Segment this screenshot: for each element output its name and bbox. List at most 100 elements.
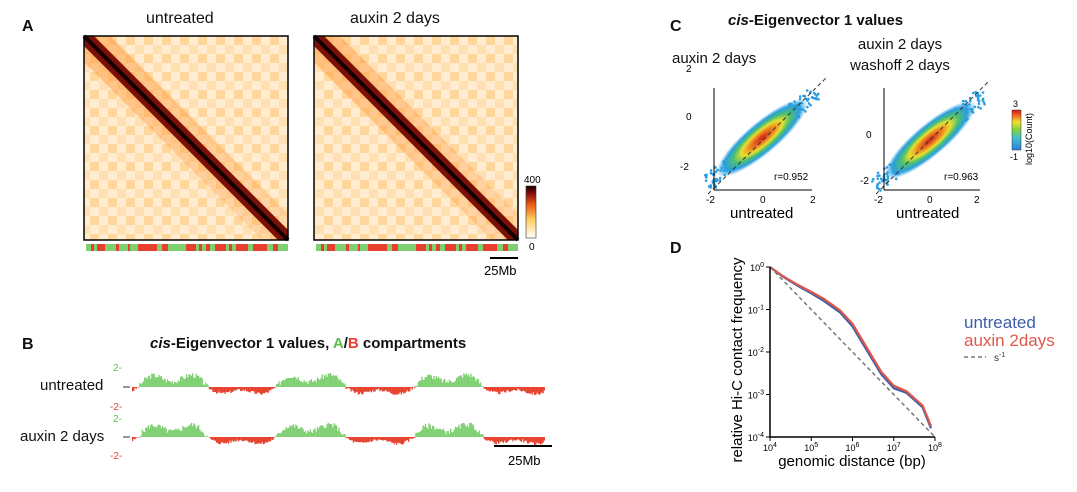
track-bar-b bbox=[496, 387, 499, 392]
track-bar-a bbox=[276, 384, 278, 387]
scatter-point bbox=[811, 96, 814, 100]
density-colorbar-label: log10(Count) bbox=[1024, 113, 1034, 165]
track-bar-a bbox=[198, 424, 200, 437]
track-bar-a bbox=[193, 423, 195, 437]
track-bar-b bbox=[228, 387, 230, 392]
compartment-segment bbox=[432, 244, 436, 251]
track-bar-a bbox=[328, 373, 331, 387]
track-bar-b bbox=[250, 437, 253, 443]
track-bar-a bbox=[459, 428, 461, 437]
track-bar-b bbox=[242, 437, 244, 442]
scatter-plot-2: 0 -2 -2 0 2 r=0.963 untreated bbox=[860, 79, 991, 222]
track-bar-b bbox=[517, 387, 519, 389]
track-bar-a bbox=[158, 374, 160, 387]
track-bar-a bbox=[430, 428, 433, 437]
track-bar-a bbox=[464, 424, 466, 437]
compartment-segment bbox=[356, 244, 358, 251]
track-bar-b bbox=[357, 437, 359, 443]
track-bar-a bbox=[154, 377, 157, 387]
track-bar-a bbox=[320, 377, 322, 387]
track-bar-b bbox=[507, 437, 509, 442]
track-bar-b bbox=[534, 387, 536, 395]
track-bar-a bbox=[199, 429, 201, 437]
track-bar-b bbox=[255, 387, 257, 394]
track-bar-a bbox=[160, 376, 163, 387]
track-bar-b bbox=[379, 387, 381, 392]
scatter1-ylabel: auxin 2 days bbox=[672, 50, 757, 67]
scatter2-ylabel: auxin 2 days washoff 2 days bbox=[850, 36, 950, 74]
track-bar-a bbox=[292, 377, 295, 387]
track-bar-b bbox=[382, 437, 385, 441]
scatter-point bbox=[977, 105, 980, 109]
track-bar-a bbox=[181, 376, 183, 387]
track-bar-a bbox=[337, 377, 339, 387]
track-bar-a bbox=[333, 423, 335, 437]
track-bar-b bbox=[220, 387, 223, 393]
track-bar-a bbox=[168, 380, 170, 387]
track-bar-b bbox=[256, 437, 259, 444]
decay-chart-ytick-label: 10-4 bbox=[748, 432, 764, 443]
track-bar-a bbox=[198, 375, 200, 387]
track-bar-b bbox=[502, 387, 505, 391]
scatter-point bbox=[976, 94, 980, 97]
compartment-segment bbox=[387, 244, 392, 251]
track-bar-b bbox=[241, 387, 243, 392]
track-bar-b bbox=[534, 437, 536, 446]
scatter1-xlabel: untreated bbox=[730, 205, 793, 222]
track-bar-b bbox=[404, 437, 406, 442]
track-bar-a bbox=[464, 374, 466, 387]
track-bar-a bbox=[326, 376, 328, 387]
track-bar-b bbox=[260, 387, 262, 395]
compartment-segment bbox=[210, 244, 215, 251]
scatter1-xtick-top: 2 bbox=[810, 195, 816, 206]
track-bar-b bbox=[408, 437, 410, 442]
track-bar-b bbox=[348, 437, 350, 439]
track-bar-b bbox=[504, 387, 506, 393]
scatter-point bbox=[709, 171, 713, 175]
decay-chart-xlabel: genomic distance (bp) bbox=[778, 453, 926, 470]
track-bar-a bbox=[428, 374, 430, 387]
scatter-point bbox=[709, 186, 713, 189]
track-bar-b bbox=[523, 437, 525, 443]
decay-series-untreated bbox=[769, 266, 933, 429]
compartment-segment bbox=[242, 244, 248, 251]
track-bar-a bbox=[162, 426, 164, 437]
compartment-segment bbox=[186, 244, 191, 251]
track-bar-a bbox=[177, 380, 179, 387]
track-label-untreated: untreated bbox=[40, 377, 104, 394]
scatter-point bbox=[798, 95, 802, 98]
track-bar-b bbox=[364, 437, 367, 443]
compartment-segment bbox=[497, 244, 503, 251]
track-bar-b bbox=[414, 437, 416, 439]
track-bar-a bbox=[194, 424, 196, 437]
track-bar-b bbox=[246, 387, 248, 392]
track-bar-b bbox=[409, 437, 411, 439]
track-bar-b bbox=[409, 387, 411, 392]
compartment-segment bbox=[196, 244, 199, 251]
compartment-segment bbox=[373, 244, 379, 251]
track-bar-b bbox=[492, 437, 494, 442]
track-bar-b bbox=[262, 437, 265, 445]
track-bar-a bbox=[429, 424, 431, 437]
track-bar-b bbox=[489, 437, 491, 442]
track-bar-b bbox=[213, 387, 215, 393]
track-bar-a bbox=[465, 373, 467, 387]
track-bar-a bbox=[165, 382, 167, 387]
track-bar-a bbox=[421, 376, 423, 387]
scatter1-ytick-mid: 0 bbox=[686, 112, 692, 123]
compartment-segment bbox=[514, 244, 518, 251]
track-bar-a bbox=[331, 424, 333, 437]
track-bar-b bbox=[352, 387, 355, 392]
track-bar-b bbox=[494, 387, 496, 392]
decay-chart-xtick-label: 105 bbox=[804, 442, 818, 453]
track-bar-b bbox=[516, 387, 518, 391]
scatter2-xlabel: untreated bbox=[896, 205, 959, 222]
compartment-segment bbox=[138, 244, 143, 251]
track-bar-b bbox=[252, 437, 254, 443]
track-bar-a bbox=[300, 381, 302, 387]
track-bar-a bbox=[322, 426, 325, 437]
track-bar-a bbox=[471, 377, 473, 387]
track-bar-a bbox=[446, 381, 448, 387]
track-bar-b bbox=[234, 437, 236, 441]
track-bar-b bbox=[361, 437, 363, 442]
